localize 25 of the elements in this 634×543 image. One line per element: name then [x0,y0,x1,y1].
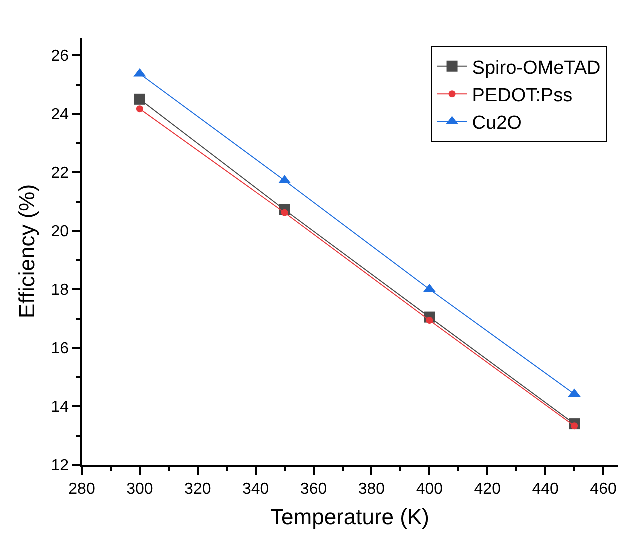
y-tick-label: 26 [51,48,70,66]
y-tick-label: 16 [51,340,70,358]
x-tick-label: 400 [416,480,444,498]
x-axis-title: Temperature (K) [270,504,430,530]
y-tick-label: 22 [51,165,70,182]
x-tick-label: 280 [68,480,96,498]
legend-label: Cu2O [472,113,522,134]
point [136,106,144,113]
y-tick-label: 18 [51,282,70,300]
x-tick-label: 460 [590,480,617,498]
x-tick-label: 360 [300,480,328,498]
legend-label: Spiro-OMeTAD [472,58,601,79]
y-tick-label: 14 [51,399,70,416]
x-tick-label: 300 [126,480,154,498]
y-tick-label: 24 [51,106,70,124]
x-tick-label: 320 [184,480,212,498]
x-tick-label: 380 [358,480,386,498]
x-tick-label: 440 [532,480,560,498]
y-tick-label: 20 [51,224,70,241]
x-tick-label: 340 [242,480,270,498]
y-axis-title: Efficiency (%) [14,184,40,319]
point [134,94,146,105]
y-tick-label: 12 [51,458,70,475]
x-tick-label: 420 [474,480,502,498]
legend-label: PEDOT:Pss [472,86,573,106]
